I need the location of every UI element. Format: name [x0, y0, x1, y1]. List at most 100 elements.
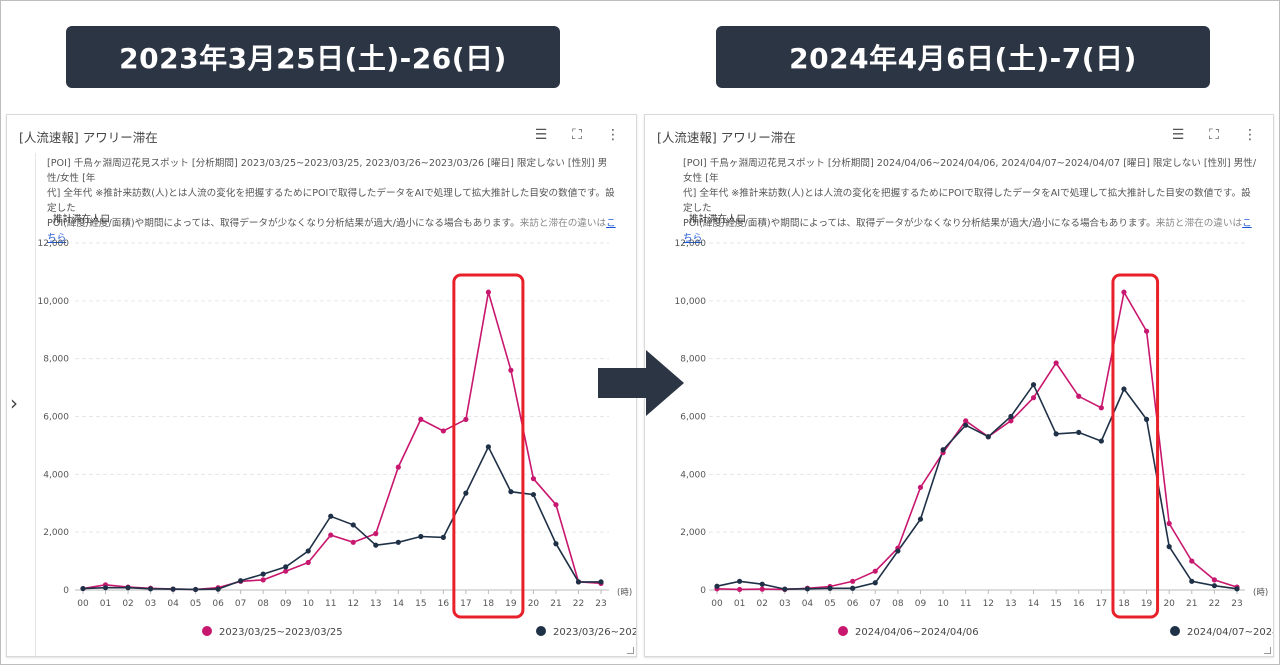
- data-point: [215, 586, 221, 592]
- data-point: [1030, 382, 1037, 388]
- x-tick-label: 03: [779, 599, 790, 609]
- description-line: POI(緯度/経度/面積)や期間によっては、取得データが少なくなり分析結果が過大…: [683, 216, 1257, 246]
- data-point: [170, 586, 176, 592]
- legend-marker: [838, 626, 848, 636]
- fullscreen-icon[interactable]: ⛶: [572, 127, 582, 143]
- data-point: [283, 564, 289, 570]
- y-tick-label: 2,000: [680, 528, 706, 538]
- data-point: [530, 476, 537, 482]
- x-tick-label: 06: [847, 599, 859, 609]
- x-tick-label: 19: [505, 599, 517, 609]
- x-tick-label: 10: [302, 599, 314, 609]
- data-point: [1166, 544, 1172, 550]
- data-point: [1189, 558, 1195, 564]
- panel-toolbar: ☰ ⛶ ⋮: [1167, 124, 1261, 146]
- x-tick-label: 07: [870, 599, 881, 609]
- x-tick-label: 11: [325, 599, 336, 609]
- line-chart-2023: 0 2,000 4,000 6,000 8,000 10,000 12,000 00 01 02 0…: [38, 239, 637, 638]
- data-point: [260, 571, 266, 577]
- data-point: [872, 580, 878, 586]
- data-point: [1008, 413, 1014, 420]
- legend-label: 2024/04/06~2024/04/06: [855, 627, 979, 638]
- data-point: [1211, 583, 1217, 589]
- data-point: [508, 489, 514, 495]
- data-point: [872, 568, 878, 574]
- x-tick-label: 05: [190, 599, 201, 609]
- x-tick-label: 22: [1209, 599, 1220, 609]
- x-tick-label: 09: [915, 599, 927, 609]
- more-vertical-icon[interactable]: ⋮: [1243, 127, 1257, 143]
- panel-divider: [35, 153, 36, 656]
- x-tick-label: 21: [1186, 599, 1197, 609]
- description-line: POI(緯度/経度/面積)や期間によっては、取得データが少なくなり分析結果が過大…: [47, 216, 620, 246]
- data-point: [350, 539, 356, 545]
- x-tick-label: 15: [415, 599, 426, 609]
- x-tick-label: 02: [756, 599, 767, 609]
- data-point: [102, 585, 109, 591]
- x-tick-label: 08: [257, 599, 269, 609]
- x-tick-label: 18: [483, 599, 495, 609]
- data-point: [440, 534, 446, 540]
- data-point: [463, 416, 469, 422]
- data-point: [1121, 289, 1127, 295]
- data-point: [575, 579, 582, 585]
- fullscreen-icon[interactable]: ⛶: [1209, 127, 1219, 143]
- y-axis-title: 推計滞在人口: [53, 214, 111, 225]
- y-axis-title: 推計滞在人口: [689, 214, 747, 225]
- help-link[interactable]: こちら: [47, 218, 616, 244]
- series-line: [82, 445, 601, 591]
- panel-toolbar: ☰ ⛶ ⋮: [530, 124, 624, 146]
- data-point: [80, 585, 86, 592]
- data-point: [260, 577, 266, 583]
- legend-marker: [536, 626, 546, 636]
- x-tick-label: 23: [1231, 599, 1242, 609]
- x-tick-label: 01: [734, 599, 745, 609]
- x-tick-label: 00: [711, 599, 723, 609]
- data-point: [305, 559, 311, 566]
- legend-label: 2024/04/07~2024/04/07: [1187, 627, 1273, 638]
- x-tick-label: 14: [393, 599, 405, 609]
- data-point: [1189, 578, 1195, 584]
- data-point: [598, 579, 604, 585]
- chart-panel-2023: [人流速報] アワリー滞在 ☰ ⛶ ⋮ [POI] 千鳥ヶ淵周辺花見スポット […: [6, 114, 637, 657]
- x-tick-label: 17: [460, 599, 471, 609]
- menu-lines-icon[interactable]: ☰: [534, 127, 548, 143]
- data-point: [1030, 395, 1037, 401]
- x-tick-label: 03: [145, 599, 156, 609]
- x-tick-label: 16: [1073, 599, 1085, 609]
- description-line: [POI] 千鳥ヶ淵周辺花見スポット [分析期間] 2024/04/06~202…: [683, 158, 1257, 184]
- menu-lines-icon[interactable]: ☰: [1171, 127, 1185, 143]
- help-link[interactable]: こちら: [683, 218, 1252, 244]
- x-tick-label: 17: [1096, 599, 1107, 609]
- data-point: [917, 484, 924, 490]
- data-point: [1121, 386, 1127, 392]
- date-banner-2023: 2023年3月25日(土)-26(日): [66, 26, 560, 88]
- chevron-right-icon[interactable]: ›: [10, 391, 18, 415]
- peak-highlight-box: [1111, 273, 1160, 619]
- x-tick-label: 13: [1005, 599, 1016, 609]
- data-point: [1234, 586, 1240, 592]
- data-point: [485, 444, 491, 450]
- date-banner-2024: 2024年4月6日(土)-7(日): [716, 26, 1210, 88]
- legend-label: 2023/03/26~2023/03/26: [553, 627, 636, 638]
- y-tick-label: 8,000: [680, 355, 706, 365]
- resize-handle[interactable]: [1264, 647, 1271, 654]
- more-vertical-icon[interactable]: ⋮: [606, 127, 620, 143]
- peak-highlight-box: [452, 273, 525, 619]
- x-tick-label: 23: [595, 599, 606, 609]
- resize-handle[interactable]: [627, 647, 634, 654]
- data-point: [125, 585, 131, 591]
- x-tick-label: 12: [348, 599, 359, 609]
- x-tick-label: 05: [824, 599, 835, 609]
- x-tick-label: 02: [122, 599, 133, 609]
- data-point: [963, 418, 969, 424]
- data-point: [1053, 360, 1059, 366]
- data-point: [485, 289, 491, 295]
- data-point: [508, 367, 514, 373]
- data-point: [850, 585, 856, 591]
- y-tick-label: 6,000: [43, 413, 69, 423]
- data-point: [238, 578, 244, 584]
- data-point: [350, 522, 356, 528]
- y-tick-label: 12,000: [38, 239, 70, 249]
- x-axis-unit: (時): [617, 588, 632, 598]
